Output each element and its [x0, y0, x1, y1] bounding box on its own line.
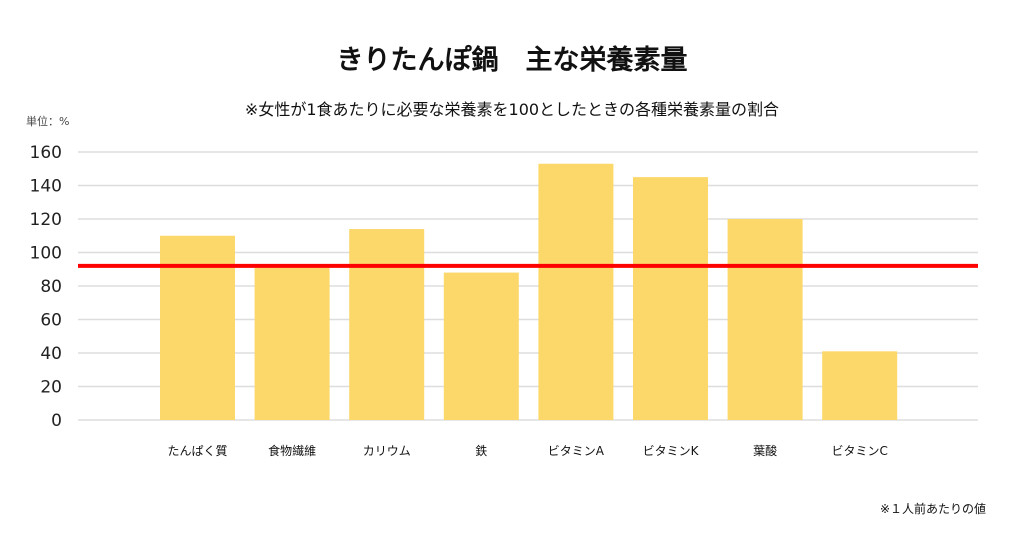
bar — [254, 267, 330, 420]
bar — [633, 177, 708, 420]
x-category-label: ビタミンA — [548, 444, 605, 458]
y-tick-label: 80 — [40, 277, 62, 297]
x-category-label: 鉄 — [475, 443, 487, 458]
bar — [443, 272, 519, 420]
y-tick-label: 120 — [30, 210, 62, 230]
y-axis-unit-label: 単位：% — [26, 115, 70, 128]
footnote: ※１人前あたりの値 — [879, 502, 986, 516]
bar — [822, 351, 898, 420]
x-category-label: たんぱく質 — [167, 443, 227, 458]
bar — [349, 229, 425, 420]
chart-title: きりたんぽ鍋 主な栄養素量 — [336, 45, 688, 76]
y-tick-label: 0 — [51, 411, 62, 431]
bar — [160, 235, 235, 420]
y-tick-label: 60 — [40, 311, 62, 331]
y-tick-label: 20 — [40, 378, 62, 398]
y-tick-label: 40 — [40, 344, 62, 364]
x-category-label: 葉酸 — [753, 443, 777, 458]
x-category-label: ビタミンC — [832, 444, 888, 458]
y-tick-label: 140 — [30, 177, 62, 197]
x-category-label: 食物繊維 — [268, 443, 316, 458]
x-category-label: ビタミンK — [643, 444, 700, 458]
x-category-label: カリウム — [363, 444, 411, 458]
y-tick-label: 160 — [30, 143, 62, 163]
bar — [538, 163, 614, 420]
bar — [727, 219, 803, 420]
y-tick-label: 100 — [30, 244, 62, 264]
chart-subtitle: ※女性が1食あたりに必要な栄養素を100としたときの各種栄養素量の割合 — [244, 100, 780, 119]
